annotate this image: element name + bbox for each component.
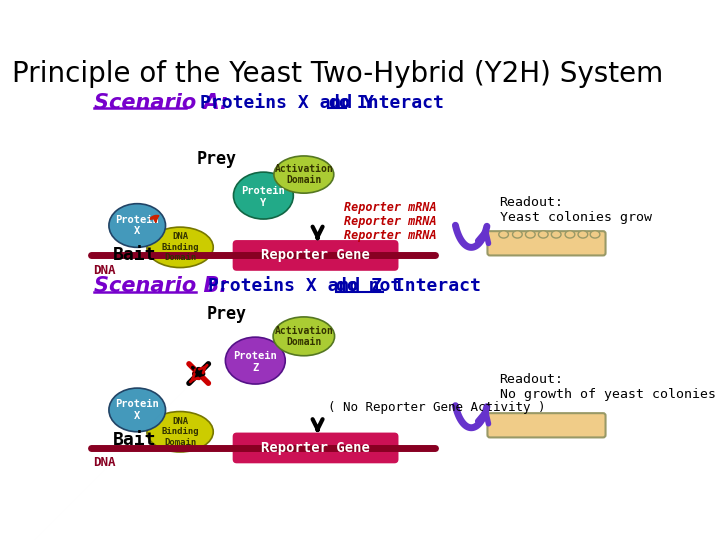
- FancyBboxPatch shape: [487, 231, 606, 255]
- FancyBboxPatch shape: [487, 413, 606, 437]
- Text: Reporter Gene: Reporter Gene: [261, 248, 370, 262]
- Text: Scenario A:: Scenario A:: [94, 92, 228, 112]
- Ellipse shape: [274, 156, 334, 193]
- Text: Reporter mRNA: Reporter mRNA: [344, 201, 437, 214]
- Text: Scenario B:: Scenario B:: [94, 276, 228, 296]
- Text: Protein
X: Protein X: [115, 399, 159, 421]
- Text: Proteins X and Y: Proteins X and Y: [200, 93, 385, 112]
- Text: Activation
Domain: Activation Domain: [274, 326, 333, 347]
- FancyBboxPatch shape: [233, 433, 398, 463]
- Text: Bait: Bait: [113, 431, 156, 449]
- Ellipse shape: [578, 231, 588, 238]
- Ellipse shape: [526, 231, 535, 238]
- Text: Proteins X and Z: Proteins X and Z: [208, 277, 393, 295]
- Text: Bait: Bait: [113, 246, 156, 265]
- Ellipse shape: [109, 204, 166, 247]
- Text: Reporter mRNA: Reporter mRNA: [344, 215, 437, 228]
- Ellipse shape: [233, 172, 293, 219]
- Text: Protein
X: Protein X: [115, 215, 159, 237]
- Text: do: do: [328, 93, 350, 112]
- Text: Prey: Prey: [197, 150, 236, 168]
- Text: DNA
Binding
Domain: DNA Binding Domain: [161, 232, 199, 262]
- Ellipse shape: [225, 337, 285, 384]
- Ellipse shape: [499, 231, 508, 238]
- Text: do not: do not: [336, 277, 402, 295]
- Text: Reporter Gene: Reporter Gene: [261, 441, 370, 455]
- Text: Prey: Prey: [206, 306, 246, 323]
- Ellipse shape: [565, 231, 575, 238]
- Ellipse shape: [590, 231, 600, 238]
- Text: Protein
Z: Protein Z: [233, 352, 277, 373]
- Ellipse shape: [513, 231, 522, 238]
- Text: Activation
Domain: Activation Domain: [274, 164, 333, 185]
- Ellipse shape: [147, 227, 213, 268]
- Text: Reporter mRNA: Reporter mRNA: [344, 229, 437, 242]
- Ellipse shape: [147, 411, 213, 452]
- Text: Readout:
Yeast colonies grow: Readout: Yeast colonies grow: [500, 196, 652, 224]
- Ellipse shape: [273, 317, 335, 356]
- Text: DNA
Binding
Domain: DNA Binding Domain: [161, 417, 199, 447]
- FancyBboxPatch shape: [233, 240, 398, 271]
- Ellipse shape: [539, 231, 548, 238]
- Text: Protein
Y: Protein Y: [241, 186, 285, 208]
- Text: Interact: Interact: [383, 277, 481, 295]
- Text: DNA: DNA: [94, 264, 116, 276]
- Text: ( No Reporter Gene Activity ): ( No Reporter Gene Activity ): [328, 401, 546, 414]
- Text: Principle of the Yeast Two-Hybrid (Y2H) System: Principle of the Yeast Two-Hybrid (Y2H) …: [12, 60, 663, 88]
- Text: Interact: Interact: [346, 93, 444, 112]
- Ellipse shape: [552, 231, 561, 238]
- Text: DNA: DNA: [94, 456, 116, 469]
- Ellipse shape: [109, 388, 166, 432]
- Text: Readout:
No growth of yeast colonies: Readout: No growth of yeast colonies: [500, 373, 716, 401]
